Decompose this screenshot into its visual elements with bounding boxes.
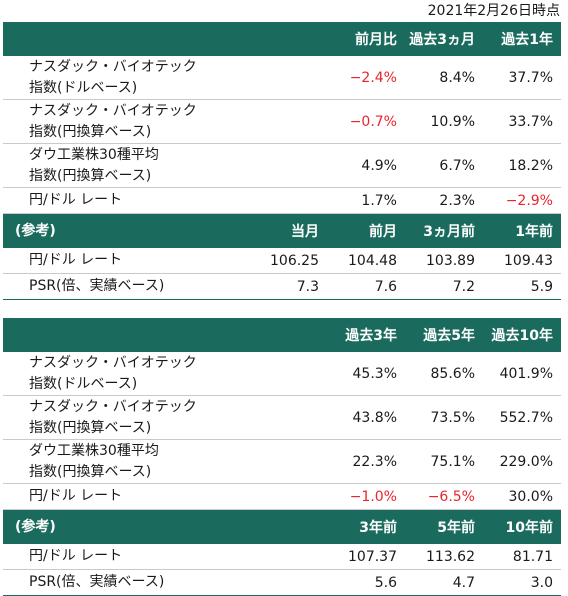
value-cell: 33.7% xyxy=(483,99,561,144)
value-cell: 552.7% xyxy=(483,395,561,440)
value-cell: 5.6 xyxy=(327,569,405,596)
empty-cell xyxy=(249,544,327,570)
header-cell: 過去3年 xyxy=(327,318,405,352)
empty-cell xyxy=(249,99,327,144)
header-empty-cell xyxy=(3,318,249,352)
reference-header-row: (参考) 3年前 5年前 10年前 xyxy=(3,509,561,544)
value-cell: 401.9% xyxy=(483,352,561,396)
as-of-date: 2021年2月26日時点 xyxy=(427,3,560,19)
table-row: ナスダック・バイオテック 指数(円換算ベース) 43.8% 73.5% 552.7… xyxy=(3,395,561,440)
row-label: 円/ドル レート xyxy=(3,187,249,214)
header-cell: 過去1年 xyxy=(483,22,561,56)
table-row: 円/ドル レート 1.7% 2.3% −2.9% xyxy=(3,187,561,214)
value-cell: 113.62 xyxy=(405,544,483,570)
header-cell: 過去10年 xyxy=(483,318,561,352)
empty-cell xyxy=(249,395,327,440)
value-cell: 45.3% xyxy=(327,352,405,396)
value-cell: 104.48 xyxy=(327,248,405,274)
header-cell: 3ヵ月前 xyxy=(405,213,483,248)
value-cell: 106.25 xyxy=(249,248,327,274)
table-row: PSR(倍、実績ベース) 7.3 7.6 7.2 5.9 xyxy=(3,273,561,300)
row-label: ナスダック・バイオテック 指数(円換算ベース) xyxy=(3,99,249,144)
performance-table-short-term: 前月比 過去3ヵ月 過去1年 ナスダック・バイオテック 指数(ドルベース) −2.… xyxy=(3,22,561,300)
value-cell: −6.5% xyxy=(405,483,483,510)
value-cell: 103.89 xyxy=(405,248,483,274)
table-row: 円/ドル レート 106.25 104.48 103.89 109.43 xyxy=(3,248,561,274)
empty-cell xyxy=(249,439,327,484)
table-header-row: 過去3年 過去5年 過去10年 xyxy=(3,318,561,352)
empty-cell xyxy=(249,569,327,596)
row-label: 円/ドル レート xyxy=(3,544,249,570)
table-header-row: 前月比 過去3ヵ月 過去1年 xyxy=(3,22,561,56)
row-label: ナスダック・バイオテック 指数(円換算ベース) xyxy=(3,395,249,440)
value-cell: 8.4% xyxy=(405,56,483,100)
value-cell: 107.37 xyxy=(327,544,405,570)
table-row: ナスダック・バイオテック 指数(ドルベース) −2.4% 8.4% 37.7% xyxy=(3,56,561,100)
value-cell: 10.9% xyxy=(405,99,483,144)
table-row: 円/ドル レート 107.37 113.62 81.71 xyxy=(3,544,561,570)
value-cell: −1.0% xyxy=(327,483,405,510)
table-row: ダウ工業株30種平均 指数(円換算ベース) 4.9% 6.7% 18.2% xyxy=(3,143,561,188)
value-cell: −2.9% xyxy=(483,187,561,214)
row-label: ナスダック・バイオテック 指数(ドルベース) xyxy=(3,352,249,396)
table-row: ナスダック・バイオテック 指数(ドルベース) 45.3% 85.6% 401.9% xyxy=(3,352,561,396)
table-row: 円/ドル レート −1.0% −6.5% 30.0% xyxy=(3,483,561,510)
header-cell: 10年前 xyxy=(483,509,561,544)
value-cell: 6.7% xyxy=(405,143,483,188)
row-label: 円/ドル レート xyxy=(3,248,249,274)
empty-cell xyxy=(249,483,327,510)
value-cell: −0.7% xyxy=(327,99,405,144)
reference-header-row: (参考) 当月 前月 3ヵ月前 1年前 xyxy=(3,213,561,248)
header-cell: 過去3ヵ月 xyxy=(405,22,483,56)
header-cell: 3年前 xyxy=(327,509,405,544)
empty-cell xyxy=(249,352,327,396)
row-label: PSR(倍、実績ベース) xyxy=(3,569,249,596)
reference-label: (参考) xyxy=(3,509,249,544)
value-cell: 81.71 xyxy=(483,544,561,570)
value-cell: 18.2% xyxy=(483,143,561,188)
value-cell: 73.5% xyxy=(405,395,483,440)
value-cell: 30.0% xyxy=(483,483,561,510)
header-cell: 過去5年 xyxy=(405,318,483,352)
empty-header-cell xyxy=(249,318,327,352)
value-cell: 7.3 xyxy=(249,273,327,300)
header-cell: 5年前 xyxy=(405,509,483,544)
value-cell: 2.3% xyxy=(405,187,483,214)
row-label: ダウ工業株30種平均 指数(円換算ベース) xyxy=(3,439,249,484)
value-cell: 7.2 xyxy=(405,273,483,300)
value-cell: 22.3% xyxy=(327,439,405,484)
value-cell: 7.6 xyxy=(327,273,405,300)
value-cell: 43.8% xyxy=(327,395,405,440)
reference-label: (参考) xyxy=(3,213,249,248)
value-cell: 4.9% xyxy=(327,143,405,188)
row-label: ダウ工業株30種平均 指数(円換算ベース) xyxy=(3,143,249,188)
value-cell: 109.43 xyxy=(483,248,561,274)
empty-header-cell xyxy=(249,509,327,544)
header-cell: 前月 xyxy=(327,213,405,248)
empty-cell xyxy=(249,143,327,188)
empty-cell xyxy=(249,56,327,100)
value-cell: 3.0 xyxy=(483,569,561,596)
header-empty-cell xyxy=(3,22,249,56)
table-row: PSR(倍、実績ベース) 5.6 4.7 3.0 xyxy=(3,569,561,596)
value-cell: 5.9 xyxy=(483,273,561,300)
value-cell: 229.0% xyxy=(483,439,561,484)
value-cell: −2.4% xyxy=(327,56,405,100)
table-row: ダウ工業株30種平均 指数(円換算ベース) 22.3% 75.1% 229.0% xyxy=(3,439,561,484)
header-cell: 前月比 xyxy=(327,22,405,56)
value-cell: 37.7% xyxy=(483,56,561,100)
value-cell: 75.1% xyxy=(405,439,483,484)
empty-header-cell xyxy=(249,22,327,56)
performance-table-long-term: 過去3年 過去5年 過去10年 ナスダック・バイオテック 指数(ドルベース) 45… xyxy=(3,318,561,596)
row-label: ナスダック・バイオテック 指数(ドルベース) xyxy=(3,56,249,100)
empty-cell xyxy=(249,187,327,214)
row-label: PSR(倍、実績ベース) xyxy=(3,273,249,300)
row-label: 円/ドル レート xyxy=(3,483,249,510)
header-cell: 当月 xyxy=(249,213,327,248)
value-cell: 4.7 xyxy=(405,569,483,596)
value-cell: 1.7% xyxy=(327,187,405,214)
value-cell: 85.6% xyxy=(405,352,483,396)
header-cell: 1年前 xyxy=(483,213,561,248)
table-row: ナスダック・バイオテック 指数(円換算ベース) −0.7% 10.9% 33.7% xyxy=(3,99,561,144)
